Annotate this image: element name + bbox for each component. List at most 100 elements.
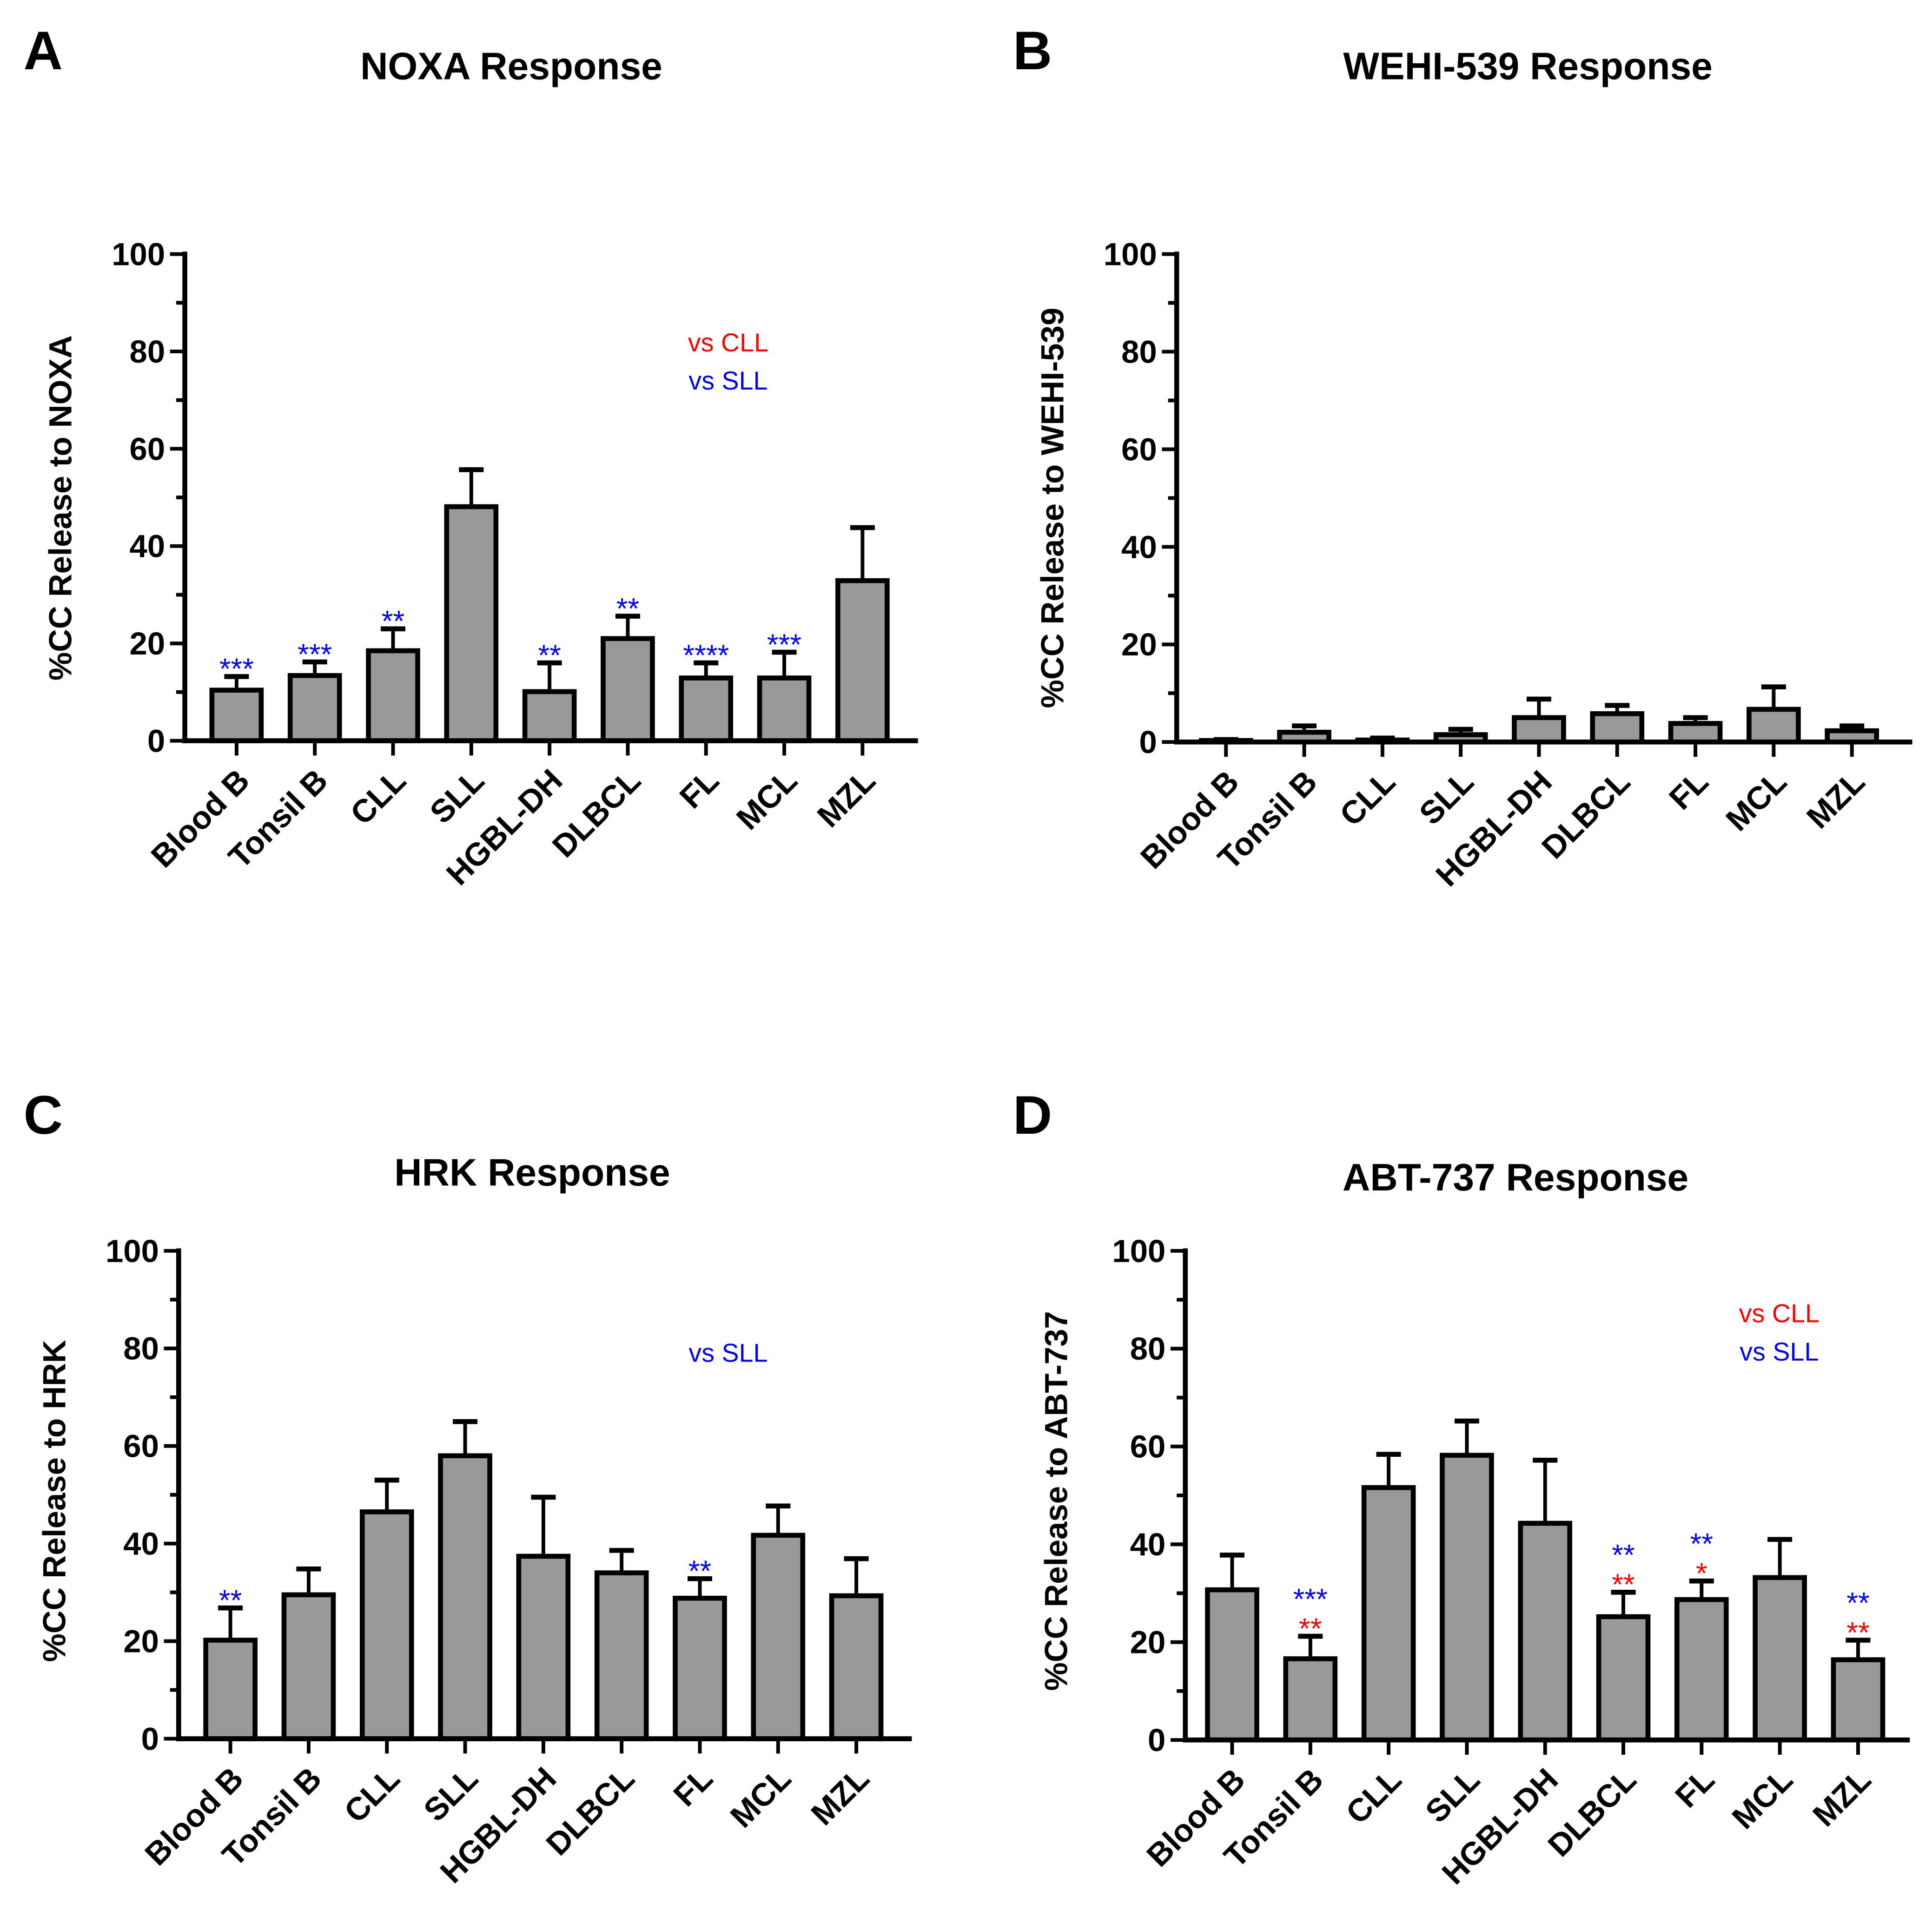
- y-tick-label: 60: [123, 1428, 159, 1464]
- legend-entry: vs CLL: [1739, 1299, 1820, 1328]
- legend-entry: vs SLL: [688, 1338, 768, 1367]
- y-tick-label: 0: [1148, 1722, 1165, 1758]
- significance-vs-sll: **: [1690, 1527, 1714, 1560]
- significance-vs-cll: **: [1612, 1568, 1635, 1601]
- y-tick-label: 0: [1139, 724, 1157, 760]
- chart-title: WEHI-539 Response: [1343, 45, 1712, 87]
- bar: [359, 1509, 414, 1741]
- bar: [757, 675, 812, 743]
- chart-title: HRK Response: [394, 1151, 670, 1194]
- significance-vs-cll: *: [1696, 1557, 1707, 1590]
- y-tick-label: 40: [130, 529, 165, 564]
- legend-entry: vs SLL: [1740, 1337, 1819, 1366]
- significance-vs-sll: **: [616, 592, 640, 625]
- x-tick-label: DLBCL: [545, 762, 648, 865]
- bar: [522, 689, 577, 743]
- y-tick-label: 20: [123, 1623, 159, 1659]
- significance-vs-sll: **: [1612, 1539, 1635, 1572]
- y-tick-label: 40: [1121, 529, 1157, 565]
- bar: [594, 1570, 649, 1741]
- bar: [673, 1595, 727, 1741]
- x-tick-label: CLL: [1339, 1761, 1408, 1831]
- bar: [516, 1553, 571, 1741]
- x-tick-label: MZL: [1806, 1761, 1878, 1833]
- panel-b: B WEHI-539 Response %CC Release to WEHI-…: [1013, 20, 1912, 893]
- bar: [1361, 1485, 1416, 1743]
- y-tick-label: 100: [1104, 237, 1157, 272]
- bar: [281, 1592, 336, 1741]
- panel-letter: B: [1013, 20, 1052, 81]
- x-tick-label: CLL: [344, 762, 413, 832]
- panel-c: C HRK Response %CC Release to HRK 0 20 40 6…: [24, 1084, 912, 1890]
- x-tick-label: FL: [1662, 764, 1715, 817]
- bar: [438, 1453, 492, 1741]
- y-tick-label: 20: [1130, 1625, 1166, 1660]
- bar: [1205, 1587, 1259, 1743]
- y-tick-label: 100: [1112, 1233, 1165, 1269]
- panel-letter: C: [24, 1084, 63, 1145]
- legend-entry: vs CLL: [688, 328, 768, 357]
- y-tick-label: 0: [141, 1721, 159, 1757]
- x-tick-label: SLL: [417, 1760, 484, 1828]
- x-tick-label: MZL: [1800, 764, 1872, 836]
- bar: [751, 1533, 806, 1741]
- y-tick-label: 20: [130, 626, 165, 661]
- x-tick-label: SLL: [1418, 1761, 1486, 1829]
- x-tick-label: MCL: [1719, 764, 1793, 838]
- x-tick-label: CLL: [1333, 764, 1402, 833]
- bar: [444, 504, 499, 743]
- y-tick-label: 60: [130, 431, 165, 467]
- x-tick-label: FL: [1668, 1761, 1721, 1814]
- y-tick-label: 100: [106, 1233, 159, 1269]
- panel-letter: A: [24, 20, 63, 81]
- significance-vs-sll: **: [219, 1584, 242, 1617]
- bar: [287, 673, 342, 743]
- bar: [366, 648, 420, 743]
- panel-d: D ABT-737 Response %CC Release to ABT-73…: [1013, 1084, 1910, 1891]
- x-tick-label: CLL: [337, 1760, 407, 1830]
- bar: [601, 636, 655, 743]
- significance-vs-sll: **: [538, 639, 561, 672]
- significance-vs-sll: ****: [683, 639, 729, 672]
- significance-vs-sll: **: [382, 605, 405, 638]
- significance-vs-sll: ***: [767, 628, 801, 661]
- chart-title: NOXA Response: [360, 45, 662, 87]
- significance-vs-cll: **: [1846, 1616, 1870, 1649]
- x-tick-label: DLBCL: [539, 1760, 642, 1863]
- y-tick-label: 60: [1121, 431, 1157, 467]
- x-tick-label: MCL: [1725, 1761, 1800, 1836]
- y-tick-label: 80: [130, 334, 165, 370]
- y-tick-label: 60: [1130, 1429, 1166, 1465]
- bar: [209, 687, 264, 743]
- x-tick-label: FL: [667, 1760, 720, 1813]
- y-axis-label: %CC Release to WEHI-539: [1034, 308, 1070, 708]
- y-tick-label: 20: [1121, 627, 1157, 662]
- y-axis-label: %CC Release to NOXA: [43, 335, 79, 681]
- panel-a: A NOXA Response %CC Release to NOXA 0 20 4…: [24, 20, 918, 892]
- x-tick-label: SLL: [1412, 764, 1480, 832]
- significance-vs-sll: **: [1846, 1586, 1870, 1619]
- y-tick-label: 80: [123, 1331, 159, 1367]
- y-tick-label: 80: [1121, 334, 1157, 370]
- y-tick-label: 80: [1130, 1331, 1166, 1367]
- x-tick-label: SLL: [423, 762, 491, 830]
- significance-vs-sll: ***: [219, 653, 254, 686]
- x-tick-label: DLBCL: [1535, 764, 1637, 866]
- bar: [1512, 715, 1566, 745]
- significance-vs-cll: **: [1299, 1612, 1322, 1645]
- x-tick-label: MZL: [810, 762, 882, 834]
- x-tick-label: FL: [673, 762, 726, 815]
- significance-vs-sll: **: [688, 1555, 712, 1588]
- bar: [679, 675, 734, 743]
- chart-title: ABT-737 Response: [1343, 1157, 1688, 1199]
- bar: [1590, 711, 1645, 745]
- significance-vs-sll: ***: [1293, 1583, 1328, 1616]
- bar: [1518, 1520, 1573, 1743]
- y-tick-label: 40: [1130, 1527, 1166, 1562]
- bar: [1596, 1614, 1651, 1743]
- bar: [203, 1638, 258, 1741]
- y-axis-label: %CC Release to ABT-737: [1038, 1311, 1074, 1691]
- y-tick-label: 40: [123, 1526, 159, 1562]
- x-tick-label: MZL: [804, 1760, 876, 1832]
